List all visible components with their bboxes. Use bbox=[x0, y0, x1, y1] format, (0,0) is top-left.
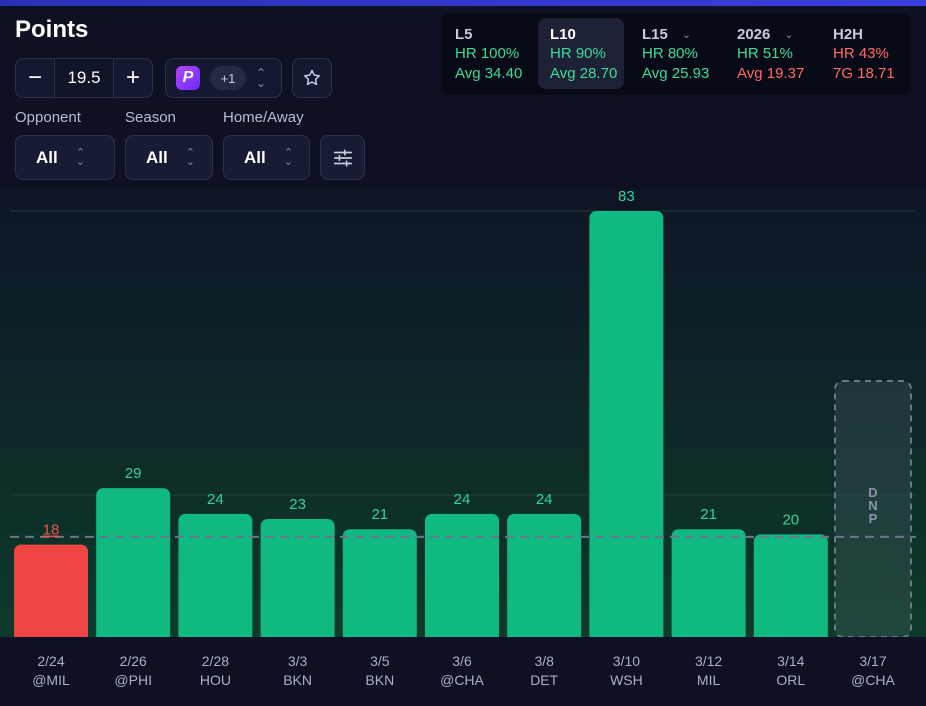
chevron-down-icon: ⌄ bbox=[784, 29, 794, 41]
bar-over[interactable] bbox=[753, 534, 828, 643]
stat-name: 2026 bbox=[737, 26, 771, 43]
x-tick-opponent: WSH bbox=[610, 672, 643, 688]
x-tick-opponent: BKN bbox=[365, 672, 394, 688]
bar-over[interactable] bbox=[96, 488, 171, 643]
stat-average: Avg 28.70 bbox=[550, 65, 618, 82]
bar-value-label: 83 bbox=[618, 188, 635, 205]
home-away-label: Home/Away bbox=[223, 109, 304, 126]
bar-over[interactable] bbox=[671, 529, 746, 643]
x-tick-opponent: ORL bbox=[776, 672, 805, 688]
season-select[interactable]: All ⌃ ⌄ bbox=[125, 135, 213, 180]
x-tick-date: 3/14 bbox=[777, 653, 804, 669]
opponent-label: Opponent bbox=[15, 109, 81, 126]
bar-value-label: 23 bbox=[289, 496, 306, 513]
bar-value-label: 18 bbox=[43, 522, 60, 539]
stat-hit-rate: HR 43% bbox=[833, 45, 889, 62]
decrement-button[interactable]: − bbox=[27, 64, 42, 91]
stat-tab-2026[interactable]: 2026 ⌄ HR 51% Avg 19.37 bbox=[725, 18, 811, 89]
x-axis-band bbox=[0, 637, 926, 706]
x-tick-opponent: MIL bbox=[697, 672, 721, 688]
bar-value-label: 24 bbox=[454, 491, 471, 508]
home-away-value: All bbox=[244, 147, 266, 167]
bar-value-label: 21 bbox=[700, 506, 717, 523]
stat-hit-rate: HR 100% bbox=[455, 45, 520, 62]
bar-value-label: 20 bbox=[782, 511, 799, 528]
axis-mask bbox=[0, 637, 926, 645]
x-tick-opponent: @CHA bbox=[440, 672, 484, 688]
home-away-select[interactable]: All ⌃ ⌄ bbox=[223, 135, 310, 180]
updown-chevron-icon: ⌃ ⌄ bbox=[75, 146, 85, 168]
x-tick-opponent: @MIL bbox=[32, 672, 70, 688]
x-tick-opponent: @CHA bbox=[851, 672, 895, 688]
stat-average: 7G 18.71 bbox=[833, 65, 895, 82]
x-tick-opponent: BKN bbox=[283, 672, 312, 688]
x-tick-date: 3/8 bbox=[534, 653, 554, 669]
stat-hit-rate: HR 90% bbox=[550, 45, 606, 62]
stat-name: L10 bbox=[550, 26, 576, 43]
stat-hit-rate: HR 51% bbox=[737, 45, 793, 62]
page-title: Points bbox=[15, 16, 89, 43]
sportsbook-logo-icon: P bbox=[176, 66, 200, 90]
increment-button[interactable]: + bbox=[125, 64, 140, 91]
x-tick-date: 3/17 bbox=[859, 653, 886, 669]
stats-panel: L5 HR 100% Avg 34.40 L10 HR 90% Avg 28.7… bbox=[441, 13, 911, 95]
stat-tab-l10[interactable]: L10 HR 90% Avg 28.70 bbox=[538, 18, 624, 89]
stat-tab-h2h[interactable]: H2H HR 43% 7G 18.71 bbox=[821, 18, 907, 89]
stat-name: H2H bbox=[833, 26, 864, 43]
opponent-select[interactable]: All ⌃ ⌄ bbox=[15, 135, 115, 180]
x-tick-date: 3/5 bbox=[370, 653, 390, 669]
stat-hit-rate: HR 80% bbox=[642, 45, 698, 62]
x-tick-date: 3/10 bbox=[613, 653, 640, 669]
updown-chevron-icon: ⌃ ⌄ bbox=[185, 146, 195, 168]
stat-average: Avg 19.37 bbox=[737, 65, 805, 82]
bar-over[interactable] bbox=[178, 513, 253, 643]
bar-under[interactable] bbox=[14, 544, 88, 643]
line-value[interactable]: 19.5 bbox=[54, 59, 114, 97]
stat-tab-l15[interactable]: L15 ⌄ HR 80% Avg 25.93 bbox=[630, 18, 716, 89]
bar-value-label: 24 bbox=[207, 491, 224, 508]
x-tick-date: 2/26 bbox=[120, 653, 147, 669]
x-tick-opponent: HOU bbox=[200, 672, 231, 688]
chevron-down-icon: ⌄ bbox=[681, 29, 692, 41]
updown-chevron-icon: ⌃ ⌄ bbox=[256, 66, 267, 90]
bar-over[interactable] bbox=[425, 513, 499, 643]
updown-chevron-icon: ⌃ ⌄ bbox=[283, 146, 293, 168]
star-icon bbox=[303, 69, 321, 86]
sportsbook-count-badge: +1 bbox=[210, 66, 246, 90]
x-tick-date: 3/6 bbox=[452, 653, 472, 669]
stat-name: L15 bbox=[642, 26, 668, 43]
x-tick-date: 3/12 bbox=[695, 653, 722, 669]
bar-over[interactable] bbox=[260, 518, 335, 643]
top-accent-bar bbox=[0, 0, 926, 6]
sportsbook-selector[interactable]: P +1 ⌃ ⌄ bbox=[165, 58, 282, 98]
bar-over[interactable] bbox=[589, 211, 664, 643]
bar-value-label: 21 bbox=[371, 506, 388, 523]
x-tick-opponent: DET bbox=[530, 672, 558, 688]
bar-value-label: 29 bbox=[125, 465, 142, 482]
bar-over[interactable] bbox=[507, 513, 582, 643]
line-stepper: − 19.5 + bbox=[15, 58, 153, 98]
x-tick-date: 2/28 bbox=[202, 653, 229, 669]
stat-average: Avg 34.40 bbox=[455, 65, 523, 82]
x-tick-date: 3/3 bbox=[288, 653, 308, 669]
bar-over[interactable] bbox=[342, 529, 417, 643]
stat-average: Avg 25.93 bbox=[642, 65, 710, 82]
favorite-button[interactable] bbox=[292, 58, 332, 98]
season-value: All bbox=[146, 147, 168, 167]
sliders-icon bbox=[333, 148, 352, 167]
season-label: Season bbox=[125, 109, 176, 126]
x-tick-opponent: @PHI bbox=[114, 672, 152, 688]
filter-settings-button[interactable] bbox=[320, 135, 365, 180]
opponent-value: All bbox=[36, 147, 58, 167]
bar-value-label: 24 bbox=[536, 491, 553, 508]
x-tick-date: 2/24 bbox=[37, 653, 64, 669]
stat-tab-l5[interactable]: L5 HR 100% Avg 34.40 bbox=[443, 18, 529, 89]
stat-name: L5 bbox=[455, 26, 473, 43]
